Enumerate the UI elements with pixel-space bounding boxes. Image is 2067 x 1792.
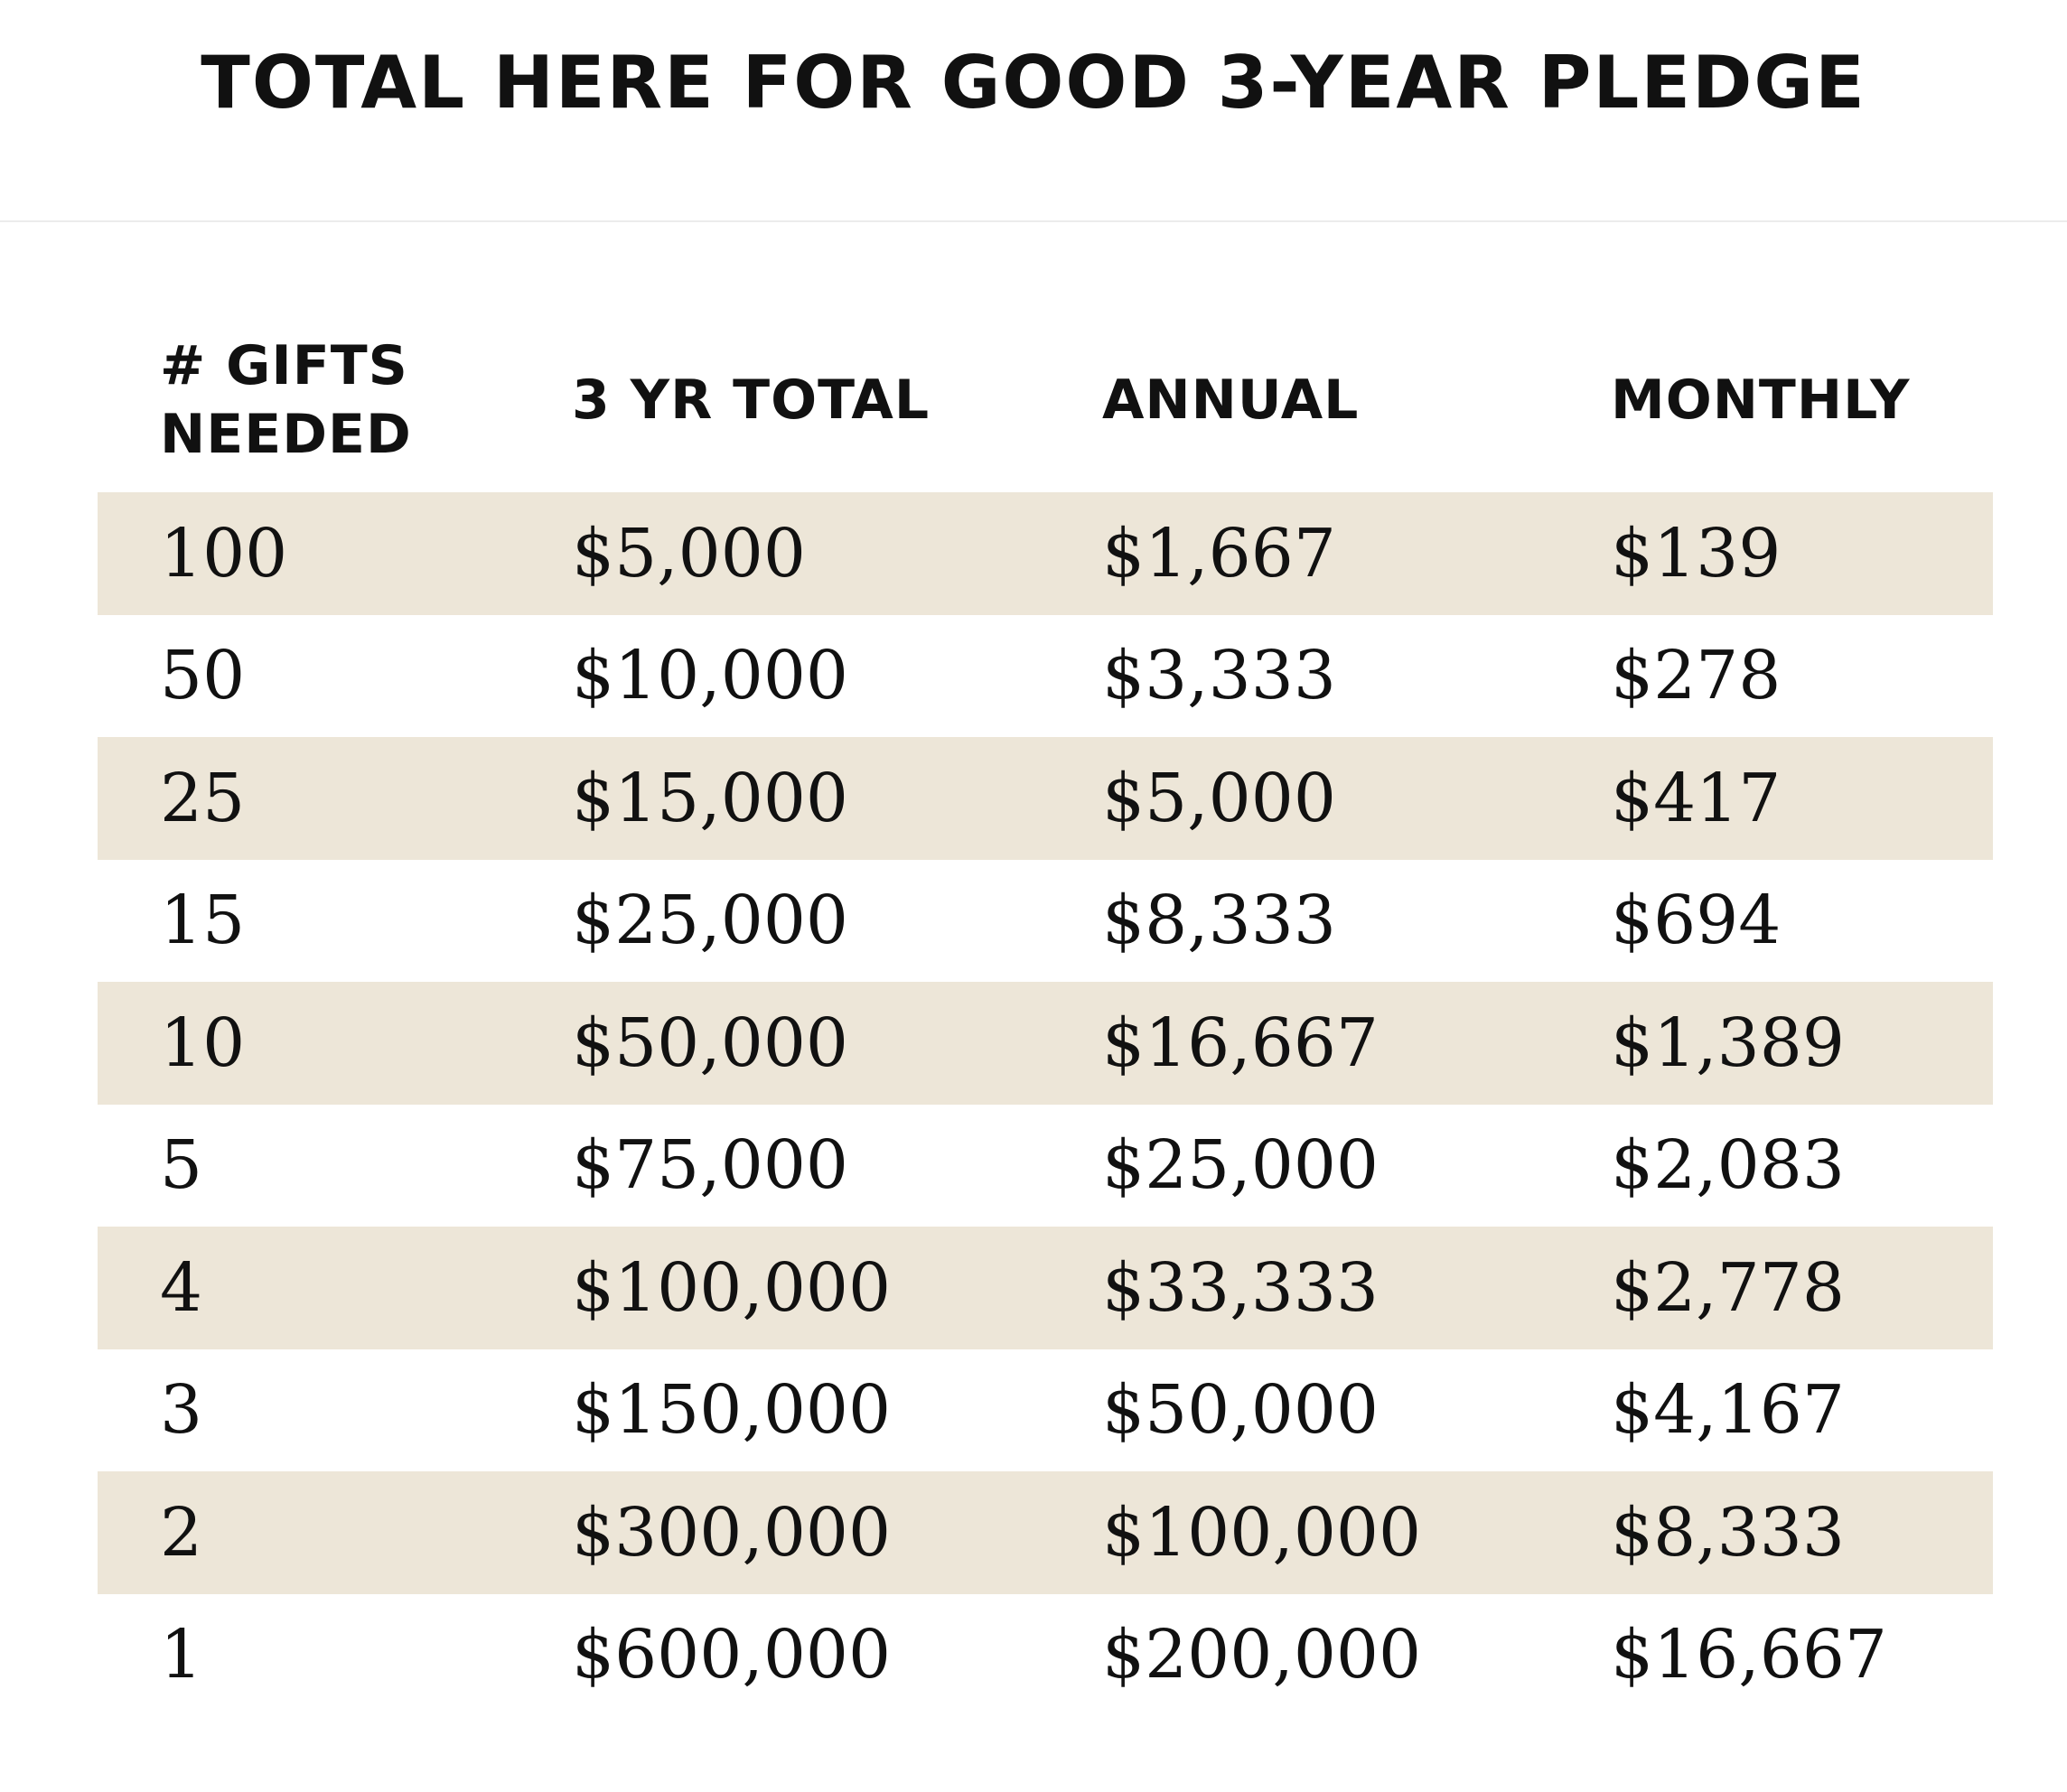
annual-cell: $5,000: [1102, 759, 1336, 837]
monthly-cell: $2,083: [1611, 1126, 1845, 1205]
table-row: 3 $150,000 $50,000 $4,167: [98, 1349, 1993, 1472]
gifts-needed-cell: 25: [160, 759, 246, 837]
monthly-cell: $139: [1611, 514, 1782, 593]
monthly-cell: $8,333: [1611, 1493, 1845, 1572]
gifts-needed-cell: 1: [160, 1616, 203, 1694]
table-row: 100 $5,000 $1,667 $139: [98, 492, 1993, 615]
table-row: 5 $75,000 $25,000 $2,083: [98, 1105, 1993, 1227]
monthly-cell: $694: [1611, 882, 1782, 960]
monthly-cell: $1,389: [1611, 1003, 1845, 1082]
annual-cell: $8,333: [1102, 882, 1336, 960]
table-row: 15 $25,000 $8,333 $694: [98, 860, 1993, 983]
monthly-cell: $4,167: [1611, 1371, 1845, 1450]
gifts-needed-cell: 4: [160, 1248, 203, 1327]
table-row: 4 $100,000 $33,333 $2,778: [98, 1227, 1993, 1349]
gifts-needed-cell: 50: [160, 637, 246, 715]
three-year-total-cell: $50,000: [572, 1003, 849, 1082]
table-header-row: # GIFTS NEEDED 3 YR TOTAL ANNUAL MONTHLY: [98, 307, 1993, 492]
table-row: 10 $50,000 $16,667 $1,389: [98, 982, 1993, 1105]
annual-cell: $100,000: [1102, 1493, 1422, 1572]
table-row: 50 $10,000 $3,333 $278: [98, 615, 1993, 738]
three-year-total-cell: $100,000: [572, 1248, 892, 1327]
three-year-total-cell: $25,000: [572, 882, 849, 960]
annual-cell: $3,333: [1102, 637, 1336, 715]
table-row: 2 $300,000 $100,000 $8,333: [98, 1471, 1993, 1594]
annual-cell: $1,667: [1102, 514, 1336, 593]
monthly-cell: $16,667: [1611, 1616, 1888, 1694]
annual-cell: $33,333: [1102, 1248, 1380, 1327]
table-row: 1 $600,000 $200,000 $16,667: [98, 1594, 1993, 1717]
three-year-total-cell: $15,000: [572, 759, 849, 837]
table-row: 25 $15,000 $5,000 $417: [98, 737, 1993, 860]
annual-cell: $200,000: [1102, 1616, 1422, 1694]
three-year-total-cell: $600,000: [572, 1616, 892, 1694]
pledge-table: # GIFTS NEEDED 3 YR TOTAL ANNUAL MONTHLY…: [98, 307, 1993, 1716]
monthly-cell: $278: [1611, 637, 1782, 715]
annual-cell: $50,000: [1102, 1371, 1380, 1450]
annual-cell: $25,000: [1102, 1126, 1380, 1205]
monthly-cell: $417: [1611, 759, 1782, 837]
monthly-cell: $2,778: [1611, 1248, 1845, 1327]
column-header-gifts-needed: # GIFTS NEEDED: [160, 333, 412, 466]
three-year-total-cell: $150,000: [572, 1371, 892, 1450]
column-header-monthly: MONTHLY: [1611, 368, 1911, 432]
three-year-total-cell: $5,000: [572, 514, 806, 593]
gifts-needed-cell: 2: [160, 1493, 203, 1572]
three-year-total-cell: $10,000: [572, 637, 849, 715]
gifts-needed-cell: 5: [160, 1126, 203, 1205]
annual-cell: $16,667: [1102, 1003, 1380, 1082]
three-year-total-cell: $75,000: [572, 1126, 849, 1205]
title-divider: [0, 220, 2067, 222]
gifts-needed-cell: 15: [160, 882, 246, 960]
column-header-annual: ANNUAL: [1102, 368, 1360, 432]
page-title: TOTAL HERE FOR GOOD 3-YEAR PLEDGE: [201, 41, 1866, 125]
gifts-needed-cell: 100: [160, 514, 288, 593]
column-header-3-yr-total: 3 YR TOTAL: [572, 368, 931, 432]
gifts-needed-cell: 10: [160, 1003, 246, 1082]
gifts-needed-cell: 3: [160, 1371, 203, 1450]
three-year-total-cell: $300,000: [572, 1493, 892, 1572]
